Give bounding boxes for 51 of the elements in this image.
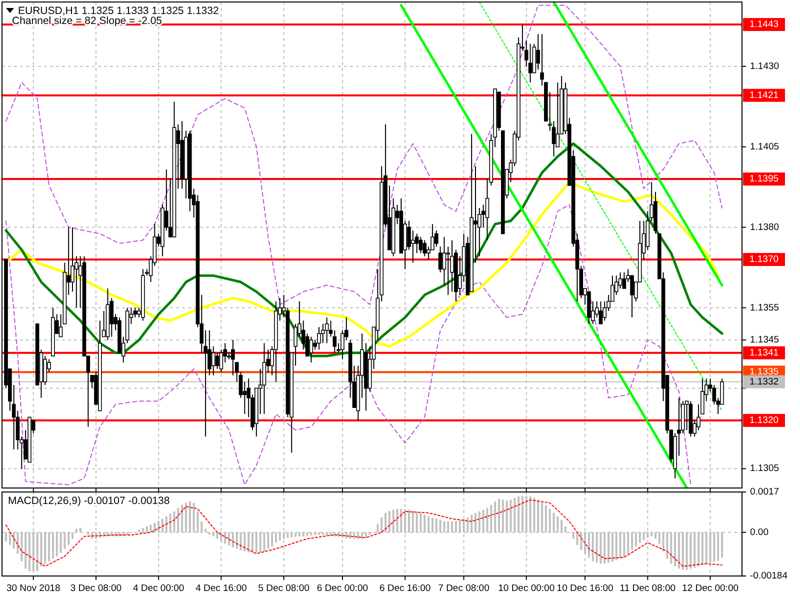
line-series — [6, 204, 692, 486]
ref-line-label: 1.1395 — [749, 174, 779, 185]
y-tick-label: 0.00 — [750, 526, 768, 538]
candlestick — [411, 230, 415, 264]
candlestick — [215, 352, 220, 370]
candlestick — [438, 246, 442, 273]
ref-line-label: 1.1443 — [749, 19, 779, 30]
candlestick — [598, 300, 603, 324]
ref-line-label: 1.1332 — [749, 376, 779, 388]
x-tick-label: 6 Dec 16:00 — [379, 583, 431, 594]
candlestick — [622, 272, 626, 289]
x-tick-label: 11 Dec 08:00 — [620, 583, 676, 594]
y-tick-label: 1.1380 — [750, 222, 780, 233]
x-tick-label: 10 Dec 00:00 — [498, 583, 555, 594]
candlestick — [324, 316, 329, 344]
x-tick-label: 30 Nov 2018 — [6, 583, 60, 594]
candlestick — [450, 240, 454, 292]
x-tick-label: 12 Dec 00:00 — [682, 583, 739, 594]
y-tick-label: 1.1305 — [750, 463, 780, 474]
candlestick — [418, 236, 423, 254]
candlestick — [528, 43, 532, 83]
y-tick-label: 1.1405 — [750, 141, 780, 152]
x-tick-label: 6 Dec 00:00 — [316, 583, 368, 594]
x-tick-label: 7 Dec 08:00 — [438, 583, 490, 594]
candlestick — [332, 330, 337, 354]
candlestick — [211, 346, 216, 376]
chart-title: MACD(12,26,9) -0.00107 -0.00138 — [8, 495, 170, 507]
candlestick — [422, 240, 427, 257]
y-tick-label: 0.0017 — [750, 486, 780, 498]
y-tick-label: 1.1345 — [750, 334, 780, 346]
ref-line-label: 1.1421 — [749, 90, 779, 101]
ref-line-label: 1.1335 — [749, 366, 779, 378]
y-tick-label: 1.1430 — [750, 60, 780, 72]
x-tick-label: 3 Dec 08:00 — [70, 583, 122, 594]
chart-title: EURUSD,H1 1.1325 1.1333 1.1325 1.1332 — [18, 5, 219, 17]
ref-line-label: 1.1320 — [749, 414, 779, 426]
candlestick — [317, 326, 321, 350]
x-tick-label: 10 Dec 16:00 — [556, 583, 614, 594]
y-tick-label: -0.00184 — [750, 570, 788, 582]
ref-line-label: 1.1370 — [749, 254, 779, 265]
candlestick — [309, 336, 314, 363]
x-tick-label: 4 Dec 00:00 — [132, 583, 184, 594]
candlestick — [485, 178, 490, 241]
candlestick — [43, 356, 48, 386]
x-tick-label: 5 Dec 08:00 — [258, 583, 310, 594]
ref-line-label: 1.1341 — [749, 347, 779, 358]
candlestick — [231, 339, 235, 376]
line-series — [6, 4, 722, 306]
y-tick-label: 1.1355 — [750, 302, 780, 314]
candlestick — [262, 342, 266, 414]
x-tick-label: 4 Dec 16:00 — [196, 583, 247, 594]
